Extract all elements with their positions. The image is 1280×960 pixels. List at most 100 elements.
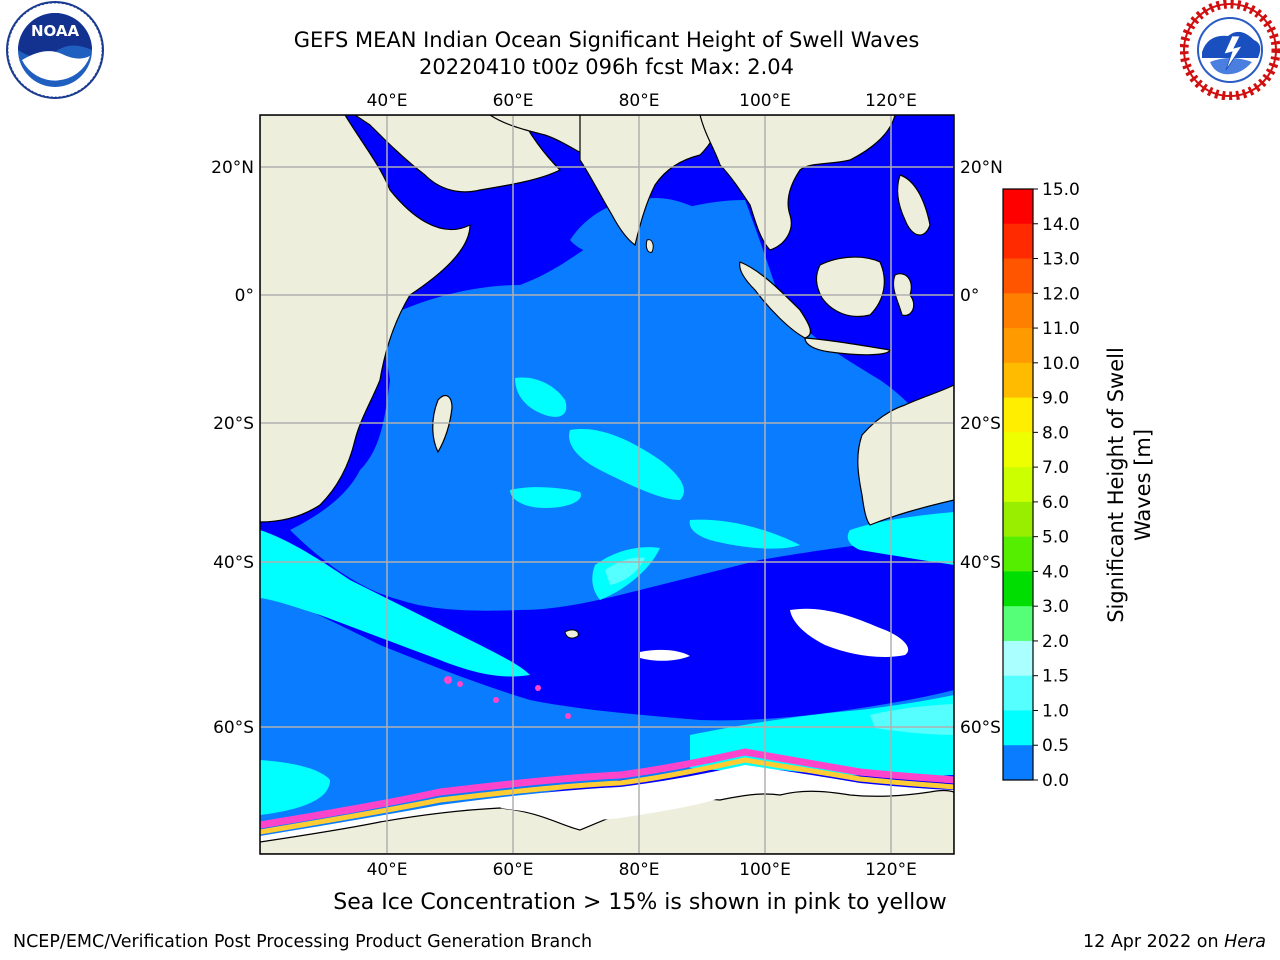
lat-tick-left: 20°N [211, 158, 254, 178]
swell-region-1.5-2.0 [605, 557, 645, 585]
colorbar-level-label: 7.0 [1042, 458, 1069, 478]
lat-tick-right: 20°N [960, 158, 1003, 178]
colorbar-swatch [1003, 501, 1033, 538]
land-sri-lanka [645, 239, 654, 253]
land-borneo [815, 256, 885, 318]
colorbar-level-label: 3.0 [1042, 597, 1069, 617]
colorbar-frame [1002, 188, 1034, 781]
land-indochina [699, 115, 896, 251]
colorbar-level-label: 11.0 [1042, 319, 1080, 339]
colorbar-swatch [1003, 710, 1033, 746]
colorbar-swatch [1003, 223, 1033, 260]
swell-region-1.0-1.5 [260, 760, 330, 815]
sea-ice-note-text: Sea Ice Concentration > 15% is shown in … [333, 890, 947, 915]
colorbar-level-label: 5.0 [1042, 528, 1069, 548]
colorbar: 15.0 14.0 13.0 12.0 11.0 10.0 9.0 8.0 7.0 6.0 5.0 4… [1002, 180, 1080, 791]
colorbar-swatch [1003, 606, 1033, 642]
footer-date-text: 12 Apr 2022 on [1083, 932, 1225, 952]
svg-text:NOAA: NOAA [31, 22, 80, 40]
sea-ice-spot [457, 681, 463, 687]
colorbar-swatch [1003, 571, 1033, 607]
colorbar-swatch [1003, 675, 1033, 711]
colorbar-level-label: 6.0 [1042, 493, 1069, 513]
land-india [579, 115, 721, 247]
noaa-logo: NOAA [6, 1, 104, 99]
colorbar-swatch [1003, 432, 1033, 468]
colorbar-swatch [1003, 397, 1033, 433]
sea-ice-spot [535, 685, 541, 691]
colorbar-title-units: Waves [m] [1131, 429, 1155, 541]
colorbar-level-label: 9.0 [1042, 389, 1069, 409]
map-title: GEFS MEAN Indian Ocean Significant Heigh… [293, 28, 920, 52]
lon-tick-top: 120°E [865, 91, 917, 111]
colorbar-level-label: 2.0 [1042, 632, 1069, 652]
swell-region-1.0-1.5 [569, 429, 684, 500]
sea-ice-floe [790, 608, 909, 657]
colorbar-swatch [1003, 745, 1033, 781]
colorbar-level-label: 4.0 [1042, 562, 1069, 582]
swell-region-1.0-1.5 [689, 519, 800, 549]
sea-ice-high-concentration [260, 757, 954, 835]
colorbar-level-label: 1.5 [1042, 667, 1069, 687]
land-philippines [896, 174, 931, 236]
footer-machine: Hera [1224, 932, 1266, 952]
lat-tick-right: 60°S [960, 718, 1001, 738]
land-kerguelen [564, 629, 579, 639]
lat-tick-right: 0° [960, 286, 979, 306]
ice-shelf [500, 792, 720, 820]
lon-tick-bottom: 40°E [367, 860, 408, 880]
sea-ice-note: Sea Ice Concentration > 15% is shown in … [0, 890, 1280, 915]
map-gridlines [260, 115, 954, 854]
map-frame [259, 114, 955, 855]
footer-date: 12 Apr 2022 on Hera [1083, 932, 1266, 952]
sea-ice-floe [640, 649, 690, 661]
colorbar-level-label: 0.0 [1042, 771, 1069, 791]
colorbar-swatch [1003, 258, 1033, 294]
colorbar-swatch [1003, 467, 1033, 503]
land-africa [260, 115, 471, 523]
map-subtitle: 20220410 t00z 096h fcst Max: 2.04 [419, 55, 794, 79]
colorbar-level-label: 8.0 [1042, 423, 1069, 443]
colorbar-level-label: 12.0 [1042, 284, 1080, 304]
lat-tick-left: 60°S [213, 718, 254, 738]
land-australia [857, 384, 954, 526]
lon-tick-bottom: 60°E [493, 860, 534, 880]
swell-region-1.0-1.5 [847, 512, 954, 565]
swell-region-0.5-1.0 [290, 200, 954, 611]
footer-credit: NCEP/EMC/Verification Post Processing Pr… [13, 932, 593, 952]
lon-tick-top: 40°E [367, 91, 408, 111]
lon-tick-bottom: 100°E [739, 860, 791, 880]
colorbar-level-label: 10.0 [1042, 354, 1080, 374]
swell-region-1.0-1.5 [510, 487, 581, 508]
colorbar-title: Significant Height of Swell [1104, 347, 1128, 623]
sea-ice-spot [444, 676, 452, 684]
lat-tick-right: 20°S [960, 414, 1001, 434]
swell-region-1.0-1.5 [515, 377, 567, 417]
land-java [804, 337, 891, 356]
nws-logo [1180, 0, 1280, 100]
colorbar-level-label: 1.0 [1042, 701, 1069, 721]
lon-tick-top: 80°E [619, 91, 660, 111]
sea-ice-spot [565, 713, 571, 719]
map-area [260, 115, 954, 854]
colorbar-swatch [1003, 362, 1033, 399]
colorbar-swatch [1003, 640, 1033, 677]
lon-tick-top: 60°E [493, 91, 534, 111]
land-arabia [353, 115, 562, 193]
colorbar-swatch [1003, 328, 1033, 364]
colorbar-swatch [1003, 293, 1033, 329]
land-madagascar [432, 394, 453, 454]
sea-ice-edge [260, 748, 954, 829]
lat-tick-right: 40°S [960, 553, 1001, 573]
colorbar-level-label: 0.5 [1042, 736, 1069, 756]
lat-tick-left: 0° [235, 286, 254, 306]
colorbar-level-label: 13.0 [1042, 250, 1080, 270]
colorbar-swatch [1003, 189, 1033, 225]
colorbar-level-label: 15.0 [1042, 180, 1080, 200]
swell-region-0.5-1.0 [260, 590, 954, 840]
lon-tick-bottom: 120°E [865, 860, 917, 880]
colorbar-level-label: 14.0 [1042, 215, 1080, 235]
lat-tick-left: 40°S [213, 553, 254, 573]
swell-region-1.0-1.5 [260, 530, 530, 677]
